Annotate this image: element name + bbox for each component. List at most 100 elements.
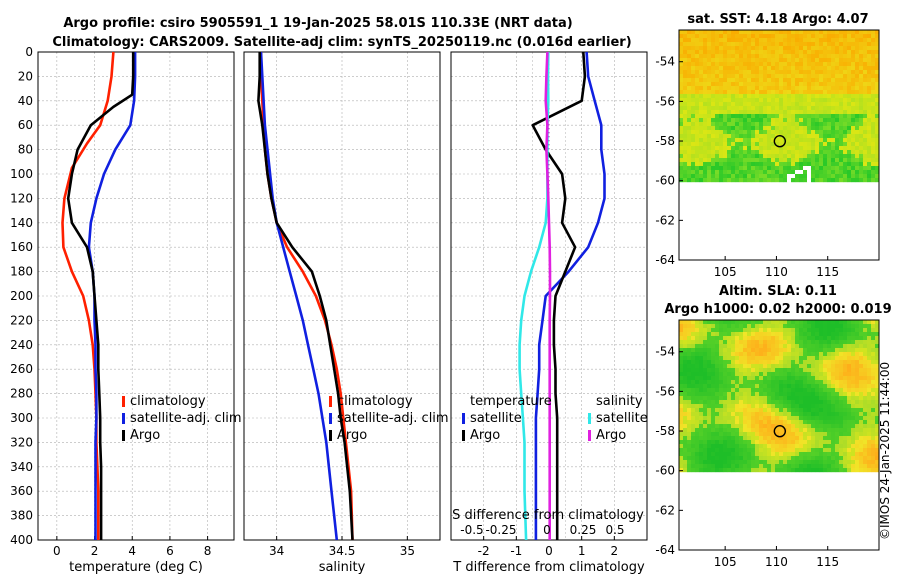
map-cell: [811, 404, 816, 409]
map-cell: [875, 320, 880, 325]
map-cell: [819, 424, 824, 429]
map-cell: [771, 320, 776, 325]
map-cell: [727, 142, 732, 147]
map-cell: [799, 50, 804, 55]
map-cell: [755, 158, 760, 163]
map-cell: [871, 396, 876, 401]
map-cell: [831, 368, 836, 373]
map-cell: [711, 384, 716, 389]
map-cell: [715, 420, 720, 425]
map-cell: [819, 30, 824, 35]
map-cell: [747, 78, 752, 83]
map-cell: [747, 158, 752, 163]
map-cell: [751, 440, 756, 445]
map-cell: [871, 114, 876, 119]
map-cell: [851, 320, 856, 325]
map-cell: [751, 452, 756, 457]
map-cell: [715, 404, 720, 409]
map-cell: [851, 420, 856, 425]
map-cell: [699, 38, 704, 43]
map-cell: [699, 388, 704, 393]
map-cell: [843, 360, 848, 365]
map-cell: [767, 130, 772, 135]
map-cell: [791, 320, 796, 325]
y-tick-label: 140: [10, 216, 33, 230]
map-cell: [815, 82, 820, 87]
map-cell: [747, 122, 752, 127]
map-cell: [723, 400, 728, 405]
map-cell: [863, 356, 868, 361]
map-cell: [747, 110, 752, 115]
map-cell: [731, 360, 736, 365]
map-cell: [787, 42, 792, 47]
map-cell: [855, 456, 860, 461]
y-tick-label: 400: [10, 533, 33, 547]
map-cell: [791, 440, 796, 445]
map-cell: [779, 98, 784, 103]
map-cell: [799, 324, 804, 329]
map-cell: [695, 396, 700, 401]
map-cell: [823, 432, 828, 437]
legend-entry: satellite-adj. clim: [130, 411, 242, 426]
map-cell: [683, 320, 688, 325]
map-cell: [743, 118, 748, 123]
map-cell: [727, 98, 732, 103]
map-cell: [735, 30, 740, 35]
y-tick-label: 220: [10, 313, 33, 327]
map-cell: [739, 340, 744, 345]
map-cell: [827, 82, 832, 87]
map-cell: [871, 400, 876, 405]
map-cell: [839, 78, 844, 83]
map-cell: [855, 142, 860, 147]
map-cell: [795, 158, 800, 163]
map-cell: [691, 344, 696, 349]
map-cell: [863, 376, 868, 381]
map-cell: [871, 66, 876, 71]
map-cell: [687, 110, 692, 115]
map-cell: [695, 436, 700, 441]
map-cell: [815, 376, 820, 381]
map-cell: [779, 130, 784, 135]
map-cell: [783, 158, 788, 163]
map-cell: [875, 324, 880, 329]
map-cell: [731, 38, 736, 43]
map-cell: [767, 460, 772, 465]
map-cell: [843, 150, 848, 155]
map-cell: [707, 464, 712, 469]
map-cell: [695, 50, 700, 55]
map-cell: [719, 368, 724, 373]
map-cell: [863, 46, 868, 51]
map-cell: [831, 336, 836, 341]
map-cell: [683, 400, 688, 405]
map-cell: [815, 328, 820, 333]
map-cell: [775, 30, 780, 35]
map-cell: [719, 372, 724, 377]
map-cell: [867, 376, 872, 381]
map-cell: [743, 448, 748, 453]
map-cell: [727, 356, 732, 361]
map-cell: [819, 468, 824, 473]
map-cell: [851, 130, 856, 135]
map-cell: [771, 170, 776, 175]
map-cell: [851, 134, 856, 139]
map-cell: [815, 130, 820, 135]
map-cell: [819, 114, 824, 119]
map-cell: [731, 158, 736, 163]
map-cell: [783, 118, 788, 123]
map-cell: [743, 420, 748, 425]
map-cell: [771, 440, 776, 445]
map-cell: [767, 42, 772, 47]
map-cell: [751, 146, 756, 151]
map-cell: [843, 320, 848, 325]
map-cell: [807, 178, 812, 183]
map-cell: [783, 114, 788, 119]
map-cell: [703, 78, 708, 83]
map-cell: [779, 448, 784, 453]
map-cell: [783, 460, 788, 465]
map-cell: [711, 320, 716, 325]
map-cell: [707, 324, 712, 329]
map-cell: [735, 452, 740, 457]
map-cell: [723, 166, 728, 171]
map-cell: [719, 54, 724, 59]
map-cell: [847, 66, 852, 71]
